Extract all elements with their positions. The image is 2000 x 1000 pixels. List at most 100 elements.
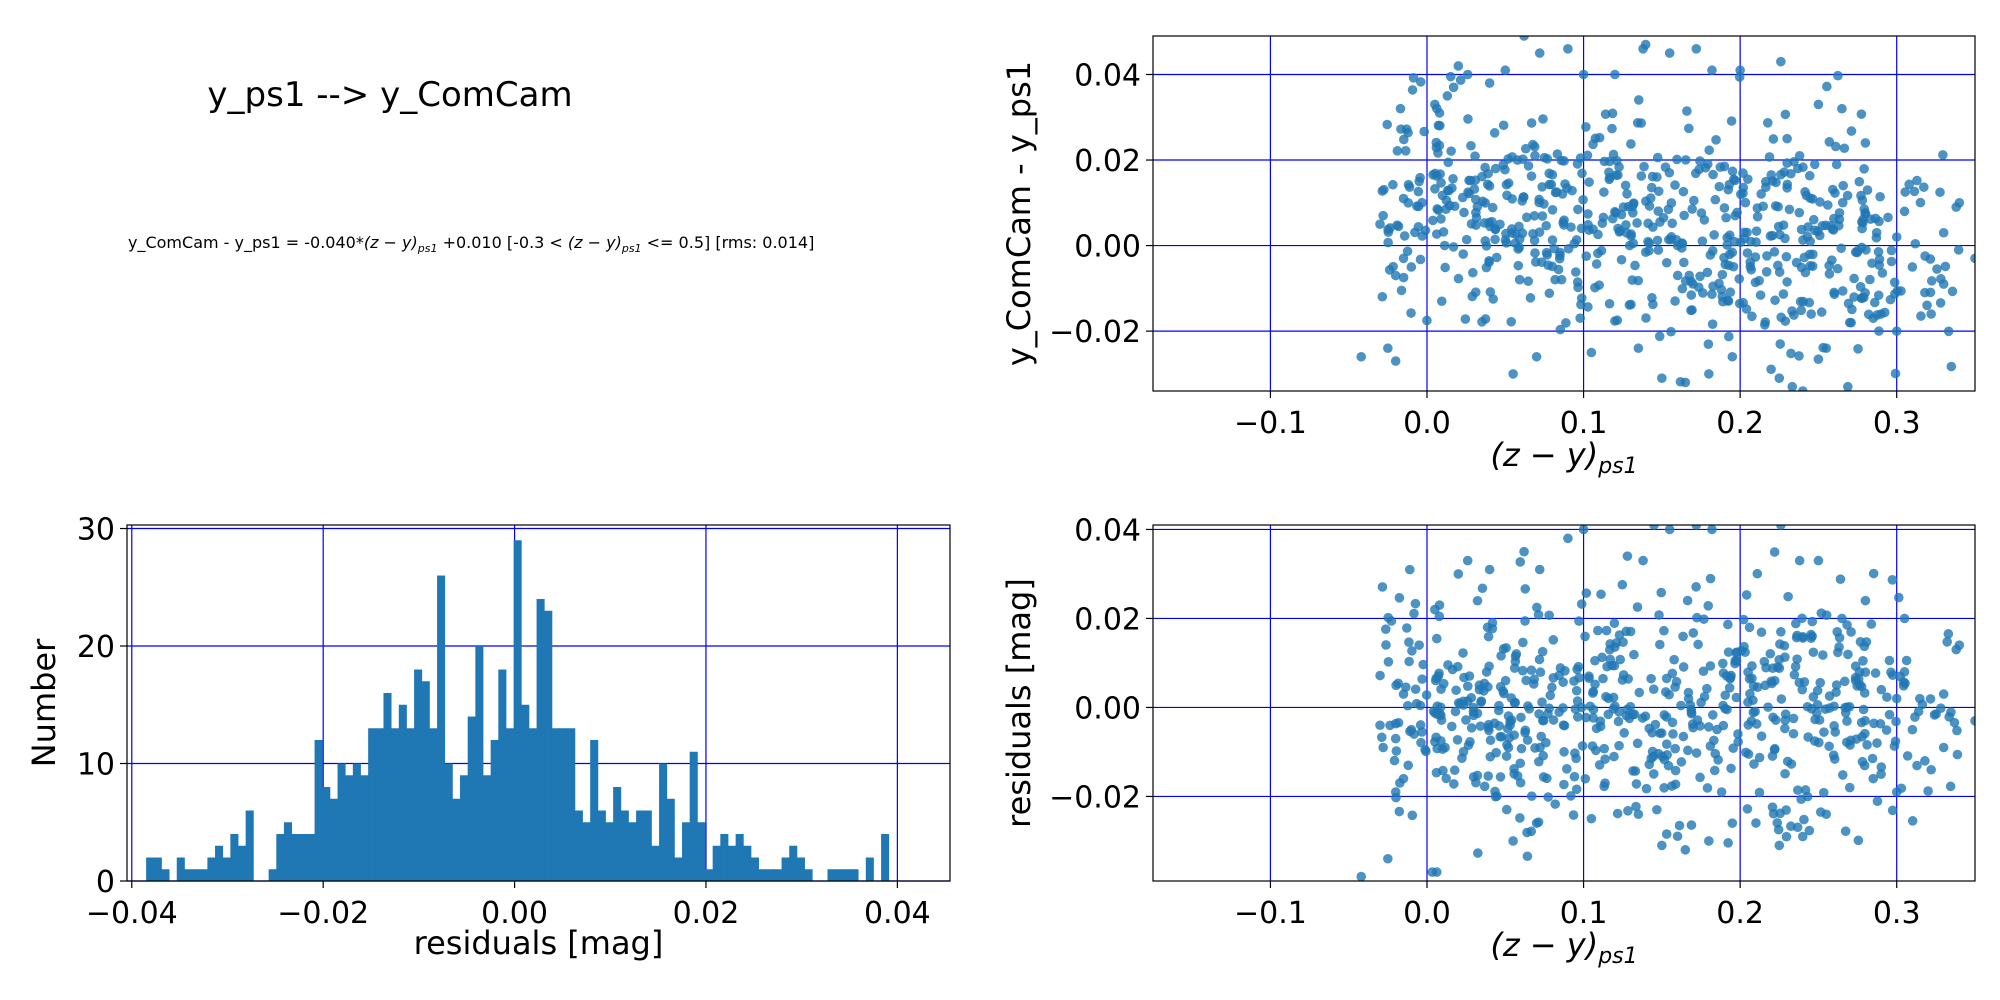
scatter-point: [1422, 315, 1432, 326]
histogram-bar: [620, 810, 629, 881]
scatter-point: [1808, 249, 1818, 260]
scatter-point: [1682, 595, 1693, 606]
scatter-point: [1375, 670, 1385, 681]
scatter-point: [1385, 720, 1395, 731]
scatter-point: [1814, 737, 1824, 748]
scatter-point: [1734, 72, 1745, 82]
scatter-point: [1776, 169, 1786, 180]
scatter-point: [1498, 120, 1509, 131]
histogram-bar: [222, 857, 231, 881]
histogram-bar: [536, 599, 545, 881]
scatter-point: [1537, 211, 1548, 221]
scatter-point: [1581, 588, 1592, 598]
histogram-bar: [881, 834, 890, 881]
histogram-bar: [689, 751, 698, 881]
scatter-point: [1740, 647, 1750, 658]
scatter-point: [1661, 673, 1672, 684]
histogram-bar: [268, 869, 277, 881]
scatter-point: [1788, 728, 1799, 739]
scatter-point: [1901, 655, 1912, 666]
scatter-point: [1815, 197, 1825, 207]
scatter-point: [1710, 194, 1721, 205]
scatter-point: [1631, 779, 1642, 789]
scatter-point: [1751, 226, 1762, 236]
x-tick-label: −0.04: [86, 896, 178, 931]
scatter-point: [1612, 155, 1622, 166]
scatter-point: [1680, 845, 1691, 855]
scatter-point: [1763, 702, 1773, 712]
scatter-point: [1778, 220, 1789, 230]
scatter-point: [1904, 179, 1914, 190]
histogram-bar: [291, 834, 300, 881]
scatter-point: [1476, 696, 1487, 706]
scatter-point: [1836, 243, 1847, 254]
histogram-bar: [184, 869, 193, 881]
equation-color-term-2: (z − y): [568, 233, 622, 252]
scatter-point: [1705, 661, 1716, 671]
scatter-point: [1528, 228, 1538, 239]
scatter-point: [1435, 120, 1445, 131]
scatter-point: [1732, 207, 1742, 218]
scatter-point: [1884, 709, 1895, 720]
scatter-point: [1707, 525, 1717, 535]
scatter-point: [1523, 161, 1534, 171]
scatter-point: [1688, 628, 1699, 638]
scatter-point: [1407, 85, 1418, 95]
residual-scatter-points: [1356, 525, 1975, 881]
scatter-point: [1725, 287, 1736, 298]
scatter-point: [1770, 295, 1780, 306]
histogram-bar: [322, 787, 331, 881]
scatter-point: [1803, 732, 1813, 742]
scatter-point: [1439, 240, 1450, 251]
scatter-point: [1860, 138, 1871, 148]
scatter-point: [1857, 293, 1867, 304]
scatter-point: [1391, 746, 1402, 756]
scatter-point: [1483, 722, 1494, 733]
histogram-bar: [613, 787, 622, 881]
scatter-point: [1654, 610, 1664, 620]
scatter-point: [1556, 274, 1567, 285]
scatter-point: [1718, 668, 1729, 678]
scatter-point: [1773, 260, 1783, 271]
histogram-bar: [153, 857, 162, 881]
scatter-point: [1792, 630, 1802, 641]
scatter-point: [1767, 802, 1778, 813]
scatter-point: [1839, 676, 1850, 687]
scatter-point: [1450, 706, 1461, 717]
scatter-point: [1919, 182, 1929, 192]
scatter-point: [1508, 836, 1518, 846]
scatter-point: [1631, 801, 1641, 812]
scatter-point: [1731, 647, 1741, 658]
scatter-point: [1541, 247, 1552, 258]
scatter-point: [1698, 666, 1709, 677]
scatter-point: [1789, 669, 1800, 680]
scatter-point: [1691, 44, 1702, 54]
scatter-point: [1887, 805, 1898, 816]
scatter-point: [1862, 185, 1873, 195]
scatter-point: [1491, 252, 1502, 263]
histogram-bar: [865, 857, 874, 881]
scatter-point: [1648, 299, 1658, 310]
scatter-point: [1571, 267, 1581, 277]
scatter-point: [1731, 656, 1742, 666]
scatter-point: [1640, 711, 1651, 722]
scatter-point: [1442, 91, 1453, 101]
scatter-point: [1599, 781, 1609, 792]
scatter-point: [1704, 369, 1714, 379]
scatter-point: [1907, 724, 1918, 735]
x-tick-label: 0.04: [864, 896, 931, 931]
scatter-point: [1523, 276, 1534, 287]
histogram-bar: [460, 775, 469, 881]
scatter-point: [1838, 180, 1849, 191]
scatter-point: [1661, 257, 1672, 268]
scatter-point: [1686, 707, 1697, 718]
scatter-point: [1356, 351, 1367, 362]
scatter-point: [1761, 267, 1772, 277]
scatter-point: [1655, 728, 1665, 739]
scatter-point: [1547, 169, 1558, 180]
scatter-point: [1824, 691, 1835, 701]
histogram-bar: [421, 681, 430, 881]
histogram-bar: [835, 869, 844, 881]
scatter-point: [1856, 717, 1867, 728]
scatter-point: [1756, 189, 1766, 199]
